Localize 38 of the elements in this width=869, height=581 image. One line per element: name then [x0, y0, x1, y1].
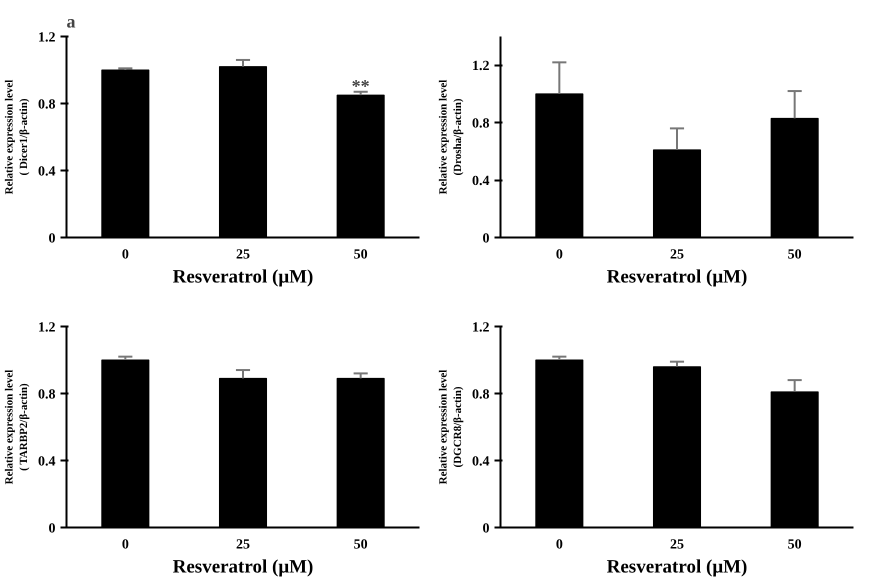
- x-axis-title: Resveratrol (μM): [172, 266, 314, 288]
- x-tick-label: 0: [556, 248, 563, 262]
- y-tick-label: 0.8: [472, 388, 490, 402]
- y-axis-title: Relative expression level ( Dicer1/β-actin): [4, 80, 30, 194]
- x-tick-label: 50: [354, 538, 368, 552]
- x-tick-label: 0: [122, 538, 129, 552]
- x-tick-label: 50: [788, 248, 802, 262]
- x-tick-label: 25: [236, 538, 250, 552]
- x-tick-label: 50: [354, 248, 368, 262]
- y-tick-label: 0.8: [38, 388, 56, 402]
- x-axis-title: Resveratrol (μM): [172, 556, 314, 578]
- y-tick-label: 1.2: [38, 30, 56, 46]
- y-axis-title: Relative expression level (DGCR8/β-actin): [438, 370, 464, 484]
- x-tick-label: 25: [670, 248, 684, 262]
- y-tick-label: 0: [48, 522, 56, 536]
- y-tick-label: 0.4: [38, 164, 56, 180]
- y-tick-label: 0.4: [472, 174, 490, 190]
- y-axis-title: Relative expression level (Drosha/β-actin): [438, 80, 464, 194]
- x-tick-label: 0: [556, 538, 563, 552]
- x-tick-label: 25: [670, 538, 684, 552]
- y-tick-label: 0: [482, 522, 490, 536]
- y-tick-label: 0: [48, 232, 56, 246]
- x-tick-label: 0: [122, 248, 129, 262]
- x-tick-label: 25: [236, 248, 250, 262]
- y-tick-label: 1.2: [38, 320, 56, 336]
- y-axis-title: Relative expression level ( TARBP2/β-actin): [4, 370, 30, 484]
- annotation: **: [352, 76, 370, 96]
- x-axis-title: Resveratrol (μM): [606, 266, 748, 288]
- y-tick-label: 0.8: [472, 116, 490, 132]
- y-tick-label: 0: [482, 232, 490, 246]
- y-tick-label: 1.2: [472, 59, 490, 74]
- y-tick-label: 1.2: [472, 320, 490, 336]
- x-axis-title: Resveratrol (μM): [606, 556, 748, 578]
- y-tick-label: 0.8: [38, 98, 56, 112]
- x-tick-label: 50: [788, 538, 802, 552]
- text: a: [66, 12, 76, 32]
- y-tick-label: 0.4: [38, 454, 56, 470]
- y-tick-label: 0.4: [472, 454, 490, 470]
